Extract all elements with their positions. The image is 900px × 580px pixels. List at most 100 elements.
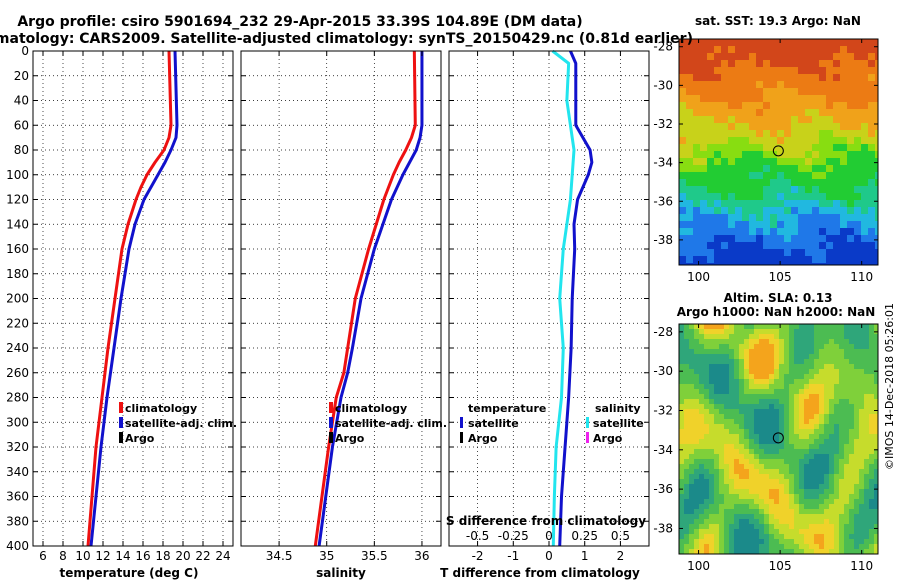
map-cell	[774, 469, 780, 475]
map-cell	[735, 200, 743, 208]
map-cell	[784, 349, 790, 355]
map-cell	[704, 349, 710, 355]
map-cell	[689, 429, 695, 435]
map-cell	[784, 249, 792, 257]
map-cell	[794, 549, 800, 555]
map-cell	[834, 339, 840, 345]
map-cell	[699, 379, 705, 385]
map-cell	[699, 329, 705, 335]
map-cell	[834, 369, 840, 375]
map-cell	[861, 53, 869, 61]
map-cell	[791, 172, 799, 180]
map-cell	[849, 539, 855, 545]
map-cell	[769, 379, 775, 385]
map-cell	[777, 123, 785, 131]
map-cell	[749, 228, 757, 236]
map-cell	[774, 494, 780, 500]
map-cell	[686, 193, 694, 201]
map-cell	[826, 88, 834, 96]
map-cell	[784, 334, 790, 340]
map-cell	[759, 529, 765, 535]
map-cell	[749, 151, 757, 159]
map-cell	[868, 67, 876, 75]
map-cell	[799, 379, 805, 385]
map-cell	[799, 444, 805, 450]
map-cell	[764, 494, 770, 500]
map-cell	[809, 544, 815, 550]
map-cell	[734, 404, 740, 410]
map-cell	[804, 529, 810, 535]
map-cell	[724, 404, 730, 410]
map-cell	[709, 484, 715, 490]
map-cell	[826, 67, 834, 75]
map-cell	[861, 116, 869, 124]
map-cell	[679, 214, 687, 222]
map-cell	[875, 172, 879, 180]
map-cell	[784, 74, 792, 82]
map-cell	[859, 384, 865, 390]
map-cell	[700, 200, 708, 208]
map-cell	[804, 474, 810, 480]
map-cell	[847, 193, 855, 201]
map-cell	[689, 479, 695, 485]
map-cell	[763, 179, 771, 187]
map-cell	[804, 499, 810, 505]
map-cell	[789, 524, 795, 530]
map-y-tick-label: -36	[653, 482, 673, 496]
map-cell	[679, 60, 687, 68]
map-cell	[777, 186, 785, 194]
map-cell	[721, 165, 729, 173]
map-cell	[791, 242, 799, 250]
y-tick-label: 380	[6, 514, 29, 528]
map-cell	[774, 384, 780, 390]
map-cell	[742, 256, 750, 264]
map-cell	[874, 529, 879, 535]
map-cell	[779, 539, 785, 545]
map-cell	[721, 263, 729, 266]
map-cell	[749, 449, 755, 455]
map-cell	[693, 263, 701, 266]
map-cell	[791, 39, 799, 47]
map-cell	[735, 207, 743, 215]
map-cell	[679, 324, 685, 330]
map-cell	[819, 489, 825, 495]
map-cell	[874, 464, 879, 470]
map-cell	[840, 200, 848, 208]
map-cell	[744, 409, 750, 415]
map-cell	[859, 449, 865, 455]
map-cell	[864, 334, 870, 340]
x-tick-label: 22	[195, 549, 210, 563]
map-y-tick-label: -34	[653, 443, 673, 457]
map-cell	[814, 509, 820, 515]
legend-title-temperature: temperature	[468, 402, 546, 415]
map-cell	[763, 193, 771, 201]
map-cell	[728, 256, 736, 264]
map-cell	[707, 207, 715, 215]
map-cell	[805, 186, 813, 194]
map-cell	[749, 489, 755, 495]
map-cell	[724, 349, 730, 355]
map-cell	[689, 439, 695, 445]
map-cell	[721, 228, 729, 236]
map-cell	[829, 539, 835, 545]
map-cell	[777, 221, 785, 229]
map-cell	[854, 384, 860, 390]
map-cell	[729, 369, 735, 375]
map-cell	[854, 509, 860, 515]
map-cell	[839, 394, 845, 400]
map-cell	[729, 509, 735, 515]
map-cell	[819, 214, 827, 222]
map-cell	[784, 424, 790, 430]
map-cell	[814, 359, 820, 365]
map-cell	[849, 454, 855, 460]
map-cell	[714, 524, 720, 530]
map-cell	[798, 249, 806, 257]
map-cell	[868, 151, 876, 159]
map-cell	[709, 409, 715, 415]
map-cell	[693, 74, 701, 82]
map-cell	[791, 179, 799, 187]
map-cell	[794, 329, 800, 335]
map-cell	[714, 235, 722, 243]
map-cell	[812, 256, 820, 264]
map-cell	[679, 256, 687, 264]
